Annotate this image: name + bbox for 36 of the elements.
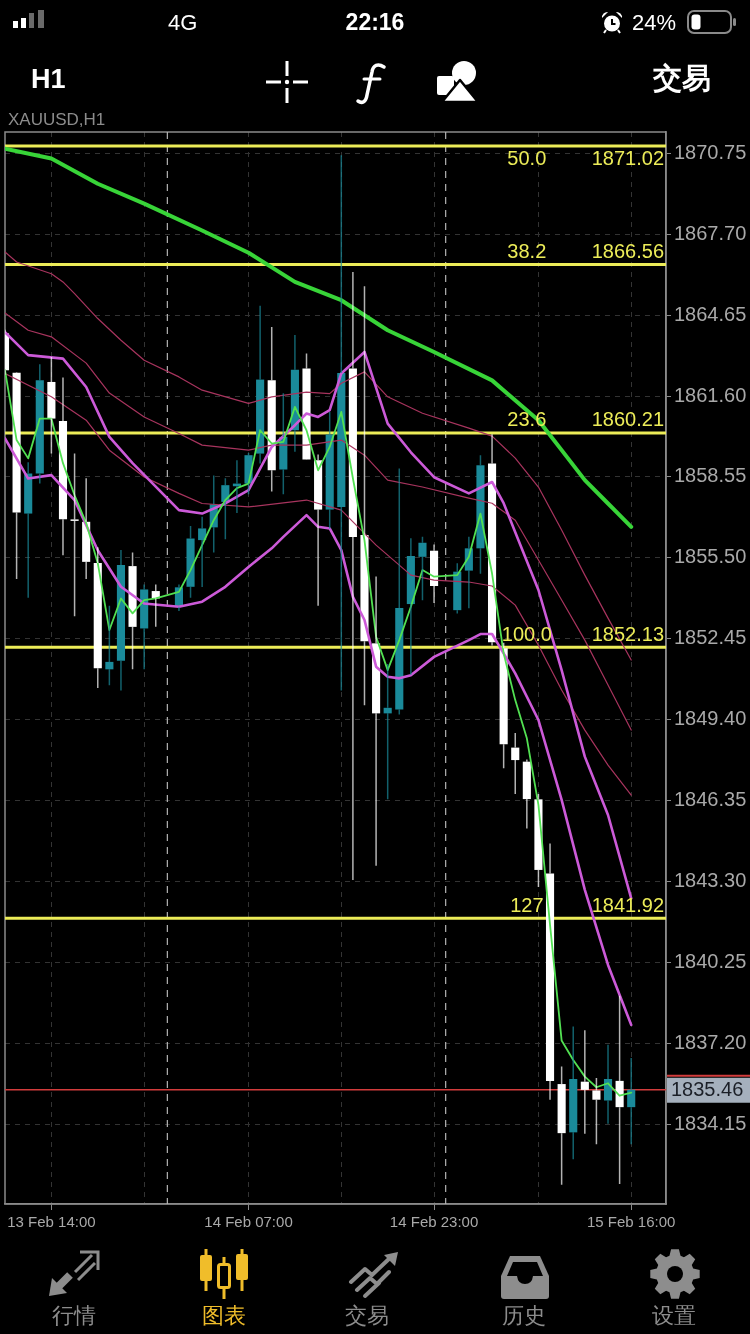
ref-line-label: 1866.56 [591,239,664,262]
y-tick-label: 1849.40 [674,707,747,730]
chart-title: XAUUSD,H1 [8,110,106,130]
ref-line-label: 1860.21 [591,408,664,431]
y-tick-label: 1864.65 [674,302,747,325]
y-tick-label: 1870.75 [674,140,747,163]
y-tick-label: 1855.50 [674,545,747,568]
text: 行情 [52,1303,96,1329]
text: H1 [31,64,66,95]
y-tick-label: 1843.30 [674,869,747,892]
y-tick-label: 1840.25 [674,950,747,973]
y-tick-label: 1846.35 [674,788,747,811]
x-tick-label: 14 Feb 23:00 [389,1213,479,1231]
y-tick-label: 1837.20 [674,1030,747,1053]
ref-line-label: 1841.92 [591,893,664,916]
text: 4G [168,10,198,36]
text: 22:16 [345,9,405,36]
y-tick-label: 1858.55 [674,464,747,487]
y-tick-label: 1867.70 [674,221,747,244]
y-tick-label: 1834.15 [674,1111,747,1134]
text: 设置 [652,1303,696,1329]
ref-line-label: 1835.46 [671,1078,744,1101]
annotation: 50.0 [507,146,547,169]
annotation: 38.2 [507,239,547,262]
y-tick-label: 1861.60 [674,383,747,406]
ref-line-label: 1871.02 [591,146,664,169]
text: 图表 [202,1303,246,1329]
annotation: 127 [510,893,544,916]
text: 历史 [502,1303,546,1329]
text: 交易 [653,61,711,95]
text: 24% [632,10,677,36]
x-tick-label: 13 Feb 14:00 [7,1213,96,1231]
x-tick-label: 15 Feb 16:00 [587,1213,676,1231]
text: 交易 [345,1303,389,1329]
x-tick-label: 14 Feb 07:00 [204,1213,293,1231]
y-tick-label: 1852.45 [674,626,747,649]
